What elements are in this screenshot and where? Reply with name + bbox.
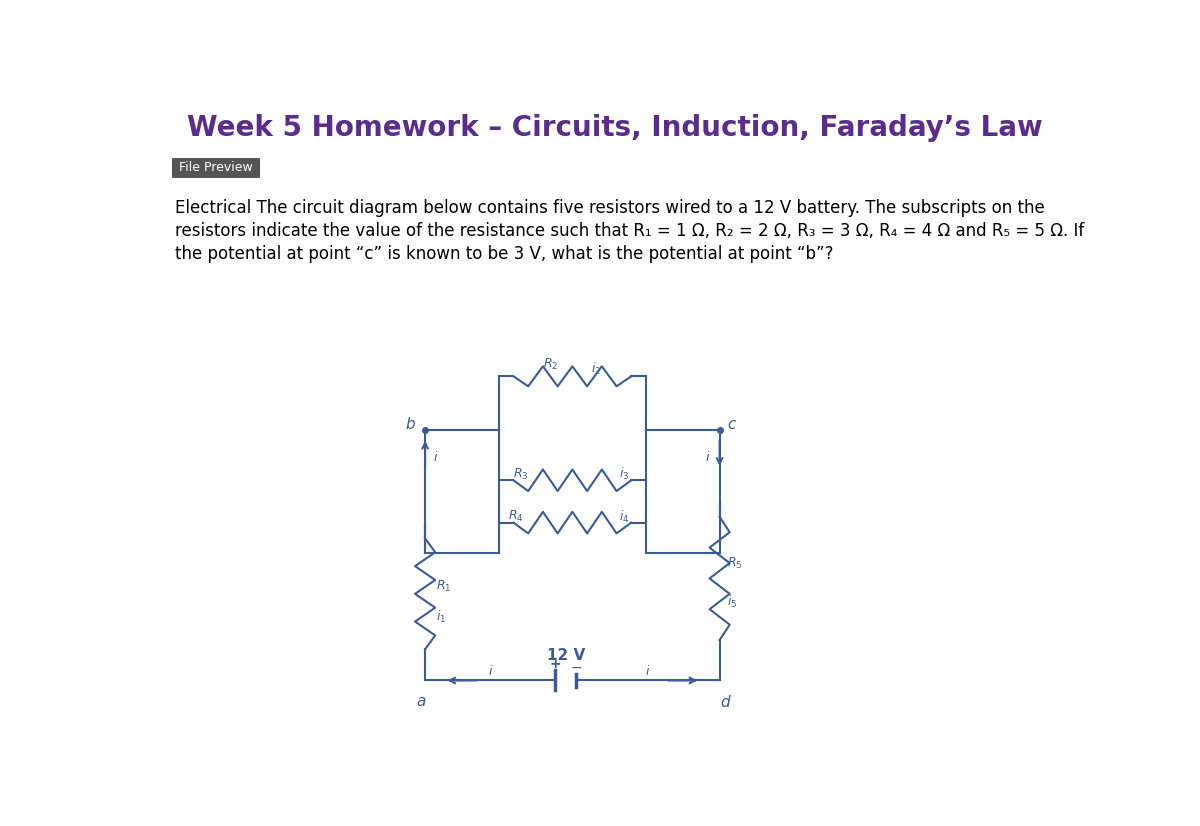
Text: $R_2$: $R_2$ <box>544 357 558 372</box>
Text: $i_3$: $i_3$ <box>619 466 629 482</box>
Text: −: − <box>570 661 582 675</box>
Text: $R_4$: $R_4$ <box>508 509 523 524</box>
Text: Electrical The circuit diagram below contains five resistors wired to a 12 V bat: Electrical The circuit diagram below con… <box>175 199 1044 217</box>
Text: $i_4$: $i_4$ <box>619 509 629 525</box>
FancyBboxPatch shape <box>173 159 259 177</box>
Text: resistors indicate the value of the resistance such that R₁ = 1 Ω, R₂ = 2 Ω, R₃ : resistors indicate the value of the resi… <box>175 222 1084 240</box>
Text: $i_2$: $i_2$ <box>590 361 601 377</box>
Text: $i$: $i$ <box>433 450 438 464</box>
Text: 12 V: 12 V <box>547 648 586 663</box>
Text: $R_5$: $R_5$ <box>727 556 743 571</box>
Text: $i$: $i$ <box>487 664 493 678</box>
Text: $i$: $i$ <box>704 450 710 464</box>
Text: $c$: $c$ <box>727 416 738 431</box>
Text: $R_3$: $R_3$ <box>512 467 528 482</box>
Text: File Preview: File Preview <box>179 161 253 174</box>
Text: $i_5$: $i_5$ <box>727 594 738 610</box>
Text: $i_1$: $i_1$ <box>436 609 446 625</box>
Text: the potential at point “c” is known to be 3 V, what is the potential at point “b: the potential at point “c” is known to b… <box>175 245 833 263</box>
Text: $a$: $a$ <box>416 695 426 710</box>
Text: +: + <box>550 657 562 672</box>
Text: $d$: $d$ <box>720 695 732 710</box>
Text: $b$: $b$ <box>404 416 416 432</box>
Text: $i$: $i$ <box>646 664 650 678</box>
Text: $R_1$: $R_1$ <box>436 578 451 594</box>
Text: Week 5 Homework – Circuits, Induction, Faraday’s Law: Week 5 Homework – Circuits, Induction, F… <box>187 114 1043 142</box>
